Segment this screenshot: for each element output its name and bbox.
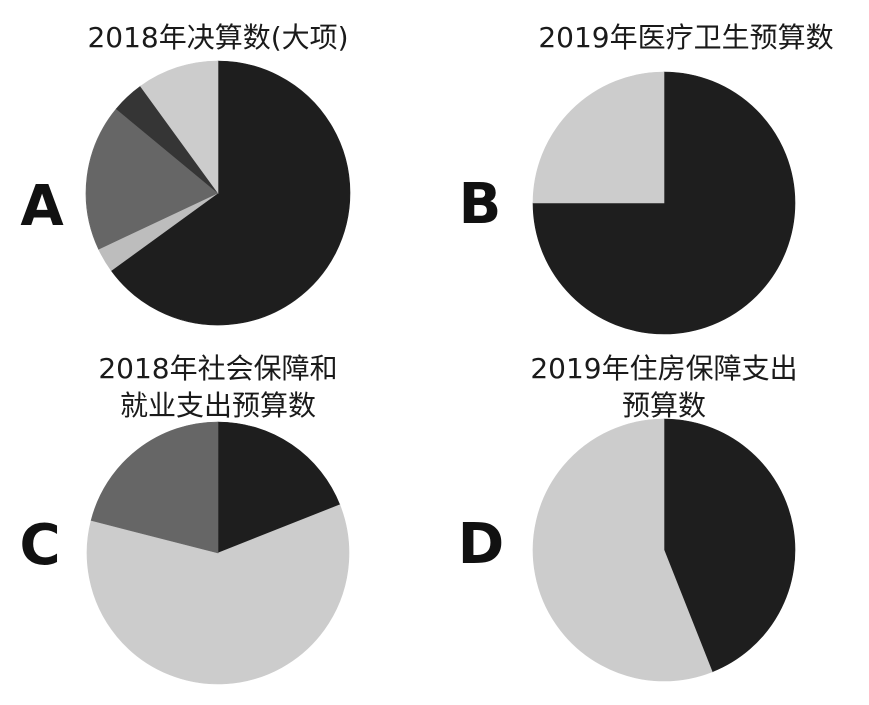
chart-title-a-line-1: 2018年决算数(大项) [87, 21, 349, 54]
panel-label-c: C [19, 513, 61, 578]
chart-title-b-line-1: 2019年医疗卫生预算数 [538, 21, 834, 54]
pie-d [532, 418, 796, 682]
panel-label-d: D [457, 512, 505, 577]
pie-c-slice-1 [217, 421, 341, 554]
pie-d-slice-2 [532, 418, 713, 682]
chart-title-c: 2018年社会保障和 就业支出预算数 [38, 350, 398, 424]
pie-a [85, 60, 351, 326]
chart-title-c-line-1: 2018年社会保障和 [98, 352, 338, 385]
pie-c [86, 421, 350, 685]
chart-title-b: 2019年医疗卫生预算数 [506, 19, 866, 56]
pie-a-slice-1 [110, 60, 351, 326]
chart-title-d-line-1: 2019年住房保障支出 [530, 352, 798, 385]
pie-d-slice-1 [663, 418, 796, 673]
chart-title-d-line-2: 预算数 [621, 389, 706, 422]
pie-a-slice-5 [139, 60, 219, 194]
pie-b-slice-2 [532, 71, 665, 204]
pie-b [532, 71, 796, 335]
pie-b-slice-1 [532, 71, 796, 335]
pie-c-slice-2 [86, 504, 350, 685]
chart-title-c-line-2: 就业支出预算数 [119, 389, 316, 422]
pie-a-slice-3 [85, 108, 219, 250]
pie-c-slice-3 [90, 421, 219, 554]
chart-title-d: 2019年住房保障支出 预算数 [484, 350, 844, 424]
panel-label-b: B [458, 172, 502, 237]
chart-title-a: 2018年决算数(大项) [38, 19, 398, 56]
panel-label-a: A [20, 174, 64, 239]
